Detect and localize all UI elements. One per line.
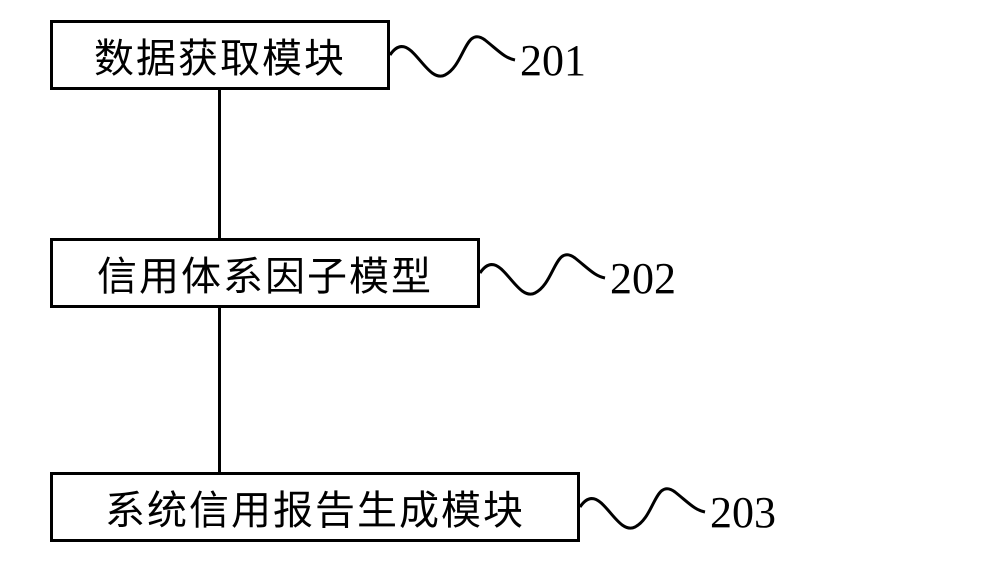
leader-line-3 — [580, 482, 710, 537]
flowchart-diagram: 数据获取模块 201 信用体系因子模型 202 系统信用报告生成模块 203 — [50, 20, 950, 560]
node-label: 数据获取模块 — [94, 26, 346, 84]
node-number-202: 202 — [610, 253, 676, 304]
node-label: 信用体系因子模型 — [97, 244, 433, 302]
node-label: 系统信用报告生成模块 — [105, 478, 525, 536]
node-credit-report-gen: 系统信用报告生成模块 — [50, 472, 580, 542]
leader-line-1 — [390, 30, 520, 85]
connector-2-3 — [218, 308, 221, 472]
node-data-acquisition: 数据获取模块 — [50, 20, 390, 90]
leader-line-2 — [480, 248, 610, 303]
node-number-203: 203 — [710, 487, 776, 538]
connector-1-2 — [218, 90, 221, 238]
node-credit-factor-model: 信用体系因子模型 — [50, 238, 480, 308]
node-number-201: 201 — [520, 35, 586, 86]
